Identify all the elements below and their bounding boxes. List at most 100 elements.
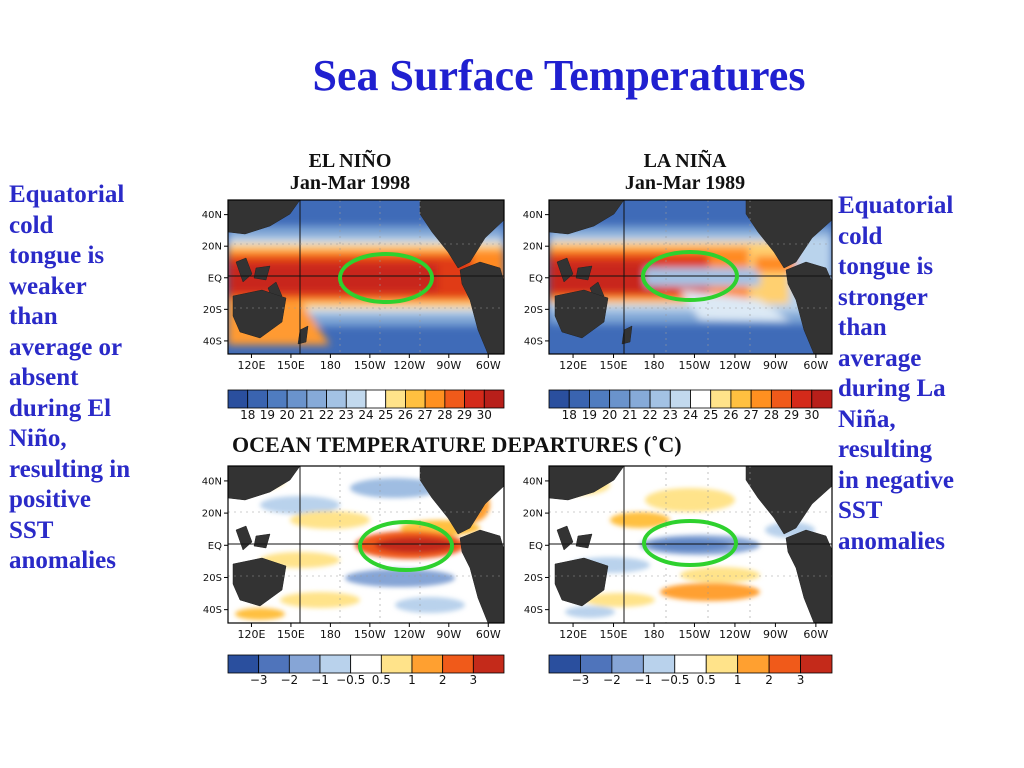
color-swatch (380, 654, 413, 674)
color-swatch (442, 654, 474, 674)
grid-lines (549, 200, 832, 354)
lat-label: EQ (529, 541, 543, 552)
scale-label: 21 (299, 408, 314, 422)
el-nino-explanation-line: anomalies (9, 547, 116, 574)
scale-label: −0.5 (660, 673, 689, 687)
lat-label: 40S (524, 336, 543, 347)
scale-label: −3 (250, 673, 268, 687)
color-swatch (710, 389, 732, 409)
color-swatch (350, 654, 382, 674)
lon-label: 180 (643, 628, 664, 641)
departures-title: OCEAN TEMPERATURE DEPARTURES (˚C) (232, 432, 682, 457)
color-swatch (365, 389, 387, 409)
lon-label: 150E (277, 359, 305, 372)
el-nino-anomaly-colorbar: −3 −2 −1 −0.5 0.5 1 2 3 (227, 654, 505, 687)
lat-label: 20S (203, 573, 222, 584)
scale-label: 28 (437, 408, 452, 422)
lon-label: 60W (476, 628, 501, 641)
dotted-grid (228, 466, 504, 623)
map-frame (548, 199, 833, 355)
lat-label: 40N (202, 210, 222, 221)
scale-label: 30 (477, 408, 492, 422)
el-nino-anomaly-map (227, 465, 505, 624)
color-swatch (472, 654, 505, 674)
map-frame (548, 465, 833, 624)
lon-label: 120W (719, 628, 751, 641)
la-nina-period: Jan-Mar 1989 (624, 172, 746, 194)
color-swatch (288, 654, 321, 674)
color-swatch (267, 389, 288, 409)
scale-label: 1 (408, 673, 416, 687)
la-nina-explanation-line: average (838, 344, 922, 372)
lon-label: 120E (237, 628, 265, 641)
el-nino-explanation-line: SST (9, 516, 54, 544)
la-nina-sst-colorbar: 18 19 20 21 22 23 24 25 26 27 28 29 30 (548, 389, 833, 422)
color-swatch (649, 389, 671, 409)
lon-label: 90W (436, 628, 461, 641)
lat-label: EQ (529, 273, 543, 284)
el-nino-panel-title: EL NIÑO Jan-Mar 1998 (230, 150, 470, 194)
lon-label: 90W (763, 359, 788, 372)
la-nina-sst-map (548, 199, 833, 355)
scale-label: 18 (562, 408, 577, 422)
color-swatch (326, 389, 347, 409)
color-scales: 18 19 20 21 22 23 24 25 26 27 28 29 30 18 19 20 21 22 23 24… (227, 389, 833, 687)
lat-label: 40N (202, 476, 222, 487)
map-axis-labels: 40N 20N EQ 20S 40S 120E 150E 180 150W 120W 90W 60W 4… (202, 210, 829, 641)
scale-label: 18 (240, 408, 255, 422)
el-nino-explanation-line: during El (9, 394, 112, 422)
color-swatch (464, 389, 485, 409)
scale-label: 21 (622, 408, 637, 422)
el-nino-sst-map (227, 199, 505, 355)
lat-label: 40S (524, 605, 543, 616)
color-swatch (770, 389, 792, 409)
lat-label: 20N (523, 242, 543, 253)
color-swatch (385, 389, 406, 409)
color-swatch (642, 654, 676, 674)
scale-label: 20 (602, 408, 617, 422)
el-nino-explanation-line: average or (9, 333, 123, 361)
color-swatch (800, 654, 833, 674)
land-masses (548, 465, 833, 624)
la-nina-explanation: Equatorial cold tongue is stronger than … (838, 191, 1023, 557)
scale-label: 2 (439, 673, 447, 687)
lat-label: 40S (203, 605, 222, 616)
scale-label: 22 (319, 408, 334, 422)
scale-label: −2 (603, 673, 621, 687)
scale-label: −3 (572, 673, 590, 687)
la-nina-explanation-line: Niña, (838, 405, 896, 433)
color-swatch (227, 389, 249, 409)
scale-label: 26 (398, 408, 413, 422)
scale-label: 2 (765, 673, 773, 687)
la-nina-explanation-line: cold (838, 222, 883, 250)
el-nino-explanation-line: cold (9, 211, 54, 239)
color-swatch (568, 389, 590, 409)
lon-label: 180 (320, 359, 341, 372)
land-masses (548, 199, 833, 355)
scale-label: 19 (582, 408, 597, 422)
color-swatch (227, 654, 260, 674)
el-nino-explanation-line: resulting in (9, 455, 131, 483)
lon-label: 60W (476, 359, 501, 372)
lon-label: 120W (393, 359, 425, 372)
lat-label: 40N (523, 210, 543, 221)
scale-label: 27 (744, 408, 759, 422)
cold-tongue-highlight (642, 519, 738, 567)
la-nina-anomaly-map (548, 465, 833, 624)
lon-label: 120E (559, 359, 587, 372)
color-swatch (669, 389, 691, 409)
scale-label: 29 (784, 408, 799, 422)
scale-label: 19 (260, 408, 275, 422)
scale-label: 25 (703, 408, 718, 422)
lon-label: 60W (803, 359, 828, 372)
el-nino-sst-colorbar: 18 19 20 21 22 23 24 25 26 27 28 29 30 (227, 389, 505, 422)
cold-tongue-highlight (641, 250, 739, 302)
scale-label: 22 (642, 408, 657, 422)
cold-tongue-highlight (358, 520, 454, 572)
el-nino-explanation-line: tongue is (9, 242, 105, 269)
lat-label: 20N (202, 242, 222, 253)
lon-label: 150W (679, 628, 711, 641)
el-nino-explanation-line: Equatorial (9, 181, 125, 208)
el-nino-explanation-line: Niño, (9, 425, 67, 452)
